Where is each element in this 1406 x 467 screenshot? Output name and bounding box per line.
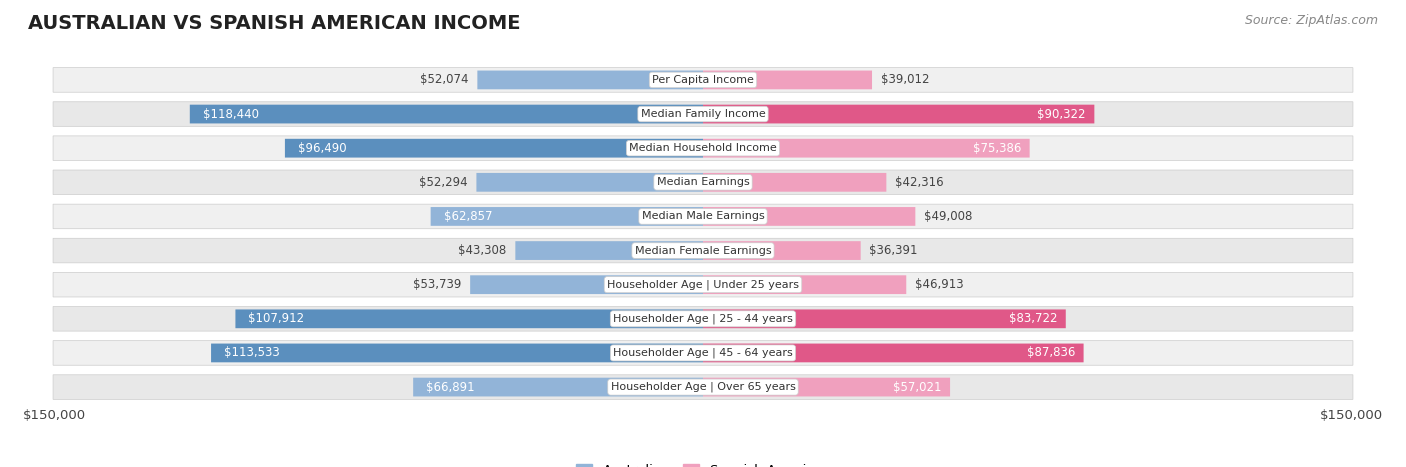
Text: $39,012: $39,012 — [880, 73, 929, 86]
Text: $43,308: $43,308 — [458, 244, 506, 257]
Text: $118,440: $118,440 — [202, 107, 259, 120]
FancyBboxPatch shape — [413, 378, 703, 396]
FancyBboxPatch shape — [235, 310, 703, 328]
Legend: Australian, Spanish American: Australian, Spanish American — [571, 459, 835, 467]
FancyBboxPatch shape — [703, 71, 872, 89]
FancyBboxPatch shape — [53, 306, 1353, 331]
FancyBboxPatch shape — [53, 272, 1353, 297]
Text: Householder Age | Over 65 years: Householder Age | Over 65 years — [610, 382, 796, 392]
FancyBboxPatch shape — [53, 340, 1353, 365]
FancyBboxPatch shape — [703, 344, 1084, 362]
FancyBboxPatch shape — [703, 378, 950, 396]
FancyBboxPatch shape — [53, 136, 1353, 161]
Text: $150,000: $150,000 — [22, 409, 86, 422]
FancyBboxPatch shape — [703, 207, 915, 226]
Text: AUSTRALIAN VS SPANISH AMERICAN INCOME: AUSTRALIAN VS SPANISH AMERICAN INCOME — [28, 14, 520, 33]
Text: $57,021: $57,021 — [893, 381, 942, 394]
Text: Median Female Earnings: Median Female Earnings — [634, 246, 772, 255]
Text: $150,000: $150,000 — [1320, 409, 1384, 422]
FancyBboxPatch shape — [703, 173, 886, 191]
Text: $87,836: $87,836 — [1026, 347, 1076, 360]
FancyBboxPatch shape — [516, 241, 703, 260]
Text: Householder Age | 25 - 44 years: Householder Age | 25 - 44 years — [613, 313, 793, 324]
FancyBboxPatch shape — [703, 310, 1066, 328]
Text: $36,391: $36,391 — [869, 244, 918, 257]
Text: $46,913: $46,913 — [915, 278, 963, 291]
FancyBboxPatch shape — [53, 170, 1353, 195]
FancyBboxPatch shape — [477, 173, 703, 191]
Text: $52,294: $52,294 — [419, 176, 468, 189]
Text: Householder Age | 45 - 64 years: Householder Age | 45 - 64 years — [613, 348, 793, 358]
FancyBboxPatch shape — [53, 68, 1353, 92]
FancyBboxPatch shape — [430, 207, 703, 226]
FancyBboxPatch shape — [53, 102, 1353, 127]
Text: $75,386: $75,386 — [973, 142, 1021, 155]
FancyBboxPatch shape — [703, 105, 1094, 123]
Text: Median Family Income: Median Family Income — [641, 109, 765, 119]
Text: Source: ZipAtlas.com: Source: ZipAtlas.com — [1244, 14, 1378, 27]
Text: $49,008: $49,008 — [924, 210, 973, 223]
Text: $107,912: $107,912 — [249, 312, 305, 325]
FancyBboxPatch shape — [53, 375, 1353, 399]
Text: Median Male Earnings: Median Male Earnings — [641, 212, 765, 221]
Text: $113,533: $113,533 — [224, 347, 280, 360]
Text: $52,074: $52,074 — [420, 73, 468, 86]
Text: $90,322: $90,322 — [1038, 107, 1085, 120]
FancyBboxPatch shape — [53, 204, 1353, 229]
Text: Householder Age | Under 25 years: Householder Age | Under 25 years — [607, 279, 799, 290]
Text: $42,316: $42,316 — [896, 176, 943, 189]
Text: $83,722: $83,722 — [1008, 312, 1057, 325]
FancyBboxPatch shape — [211, 344, 703, 362]
Text: $62,857: $62,857 — [444, 210, 492, 223]
FancyBboxPatch shape — [285, 139, 703, 157]
Text: $96,490: $96,490 — [298, 142, 346, 155]
Text: Per Capita Income: Per Capita Income — [652, 75, 754, 85]
FancyBboxPatch shape — [190, 105, 703, 123]
Text: $66,891: $66,891 — [426, 381, 475, 394]
Text: Median Earnings: Median Earnings — [657, 177, 749, 187]
FancyBboxPatch shape — [703, 241, 860, 260]
FancyBboxPatch shape — [703, 276, 907, 294]
FancyBboxPatch shape — [478, 71, 703, 89]
Text: $53,739: $53,739 — [413, 278, 461, 291]
FancyBboxPatch shape — [470, 276, 703, 294]
Text: Median Household Income: Median Household Income — [628, 143, 778, 153]
FancyBboxPatch shape — [703, 139, 1029, 157]
FancyBboxPatch shape — [53, 238, 1353, 263]
